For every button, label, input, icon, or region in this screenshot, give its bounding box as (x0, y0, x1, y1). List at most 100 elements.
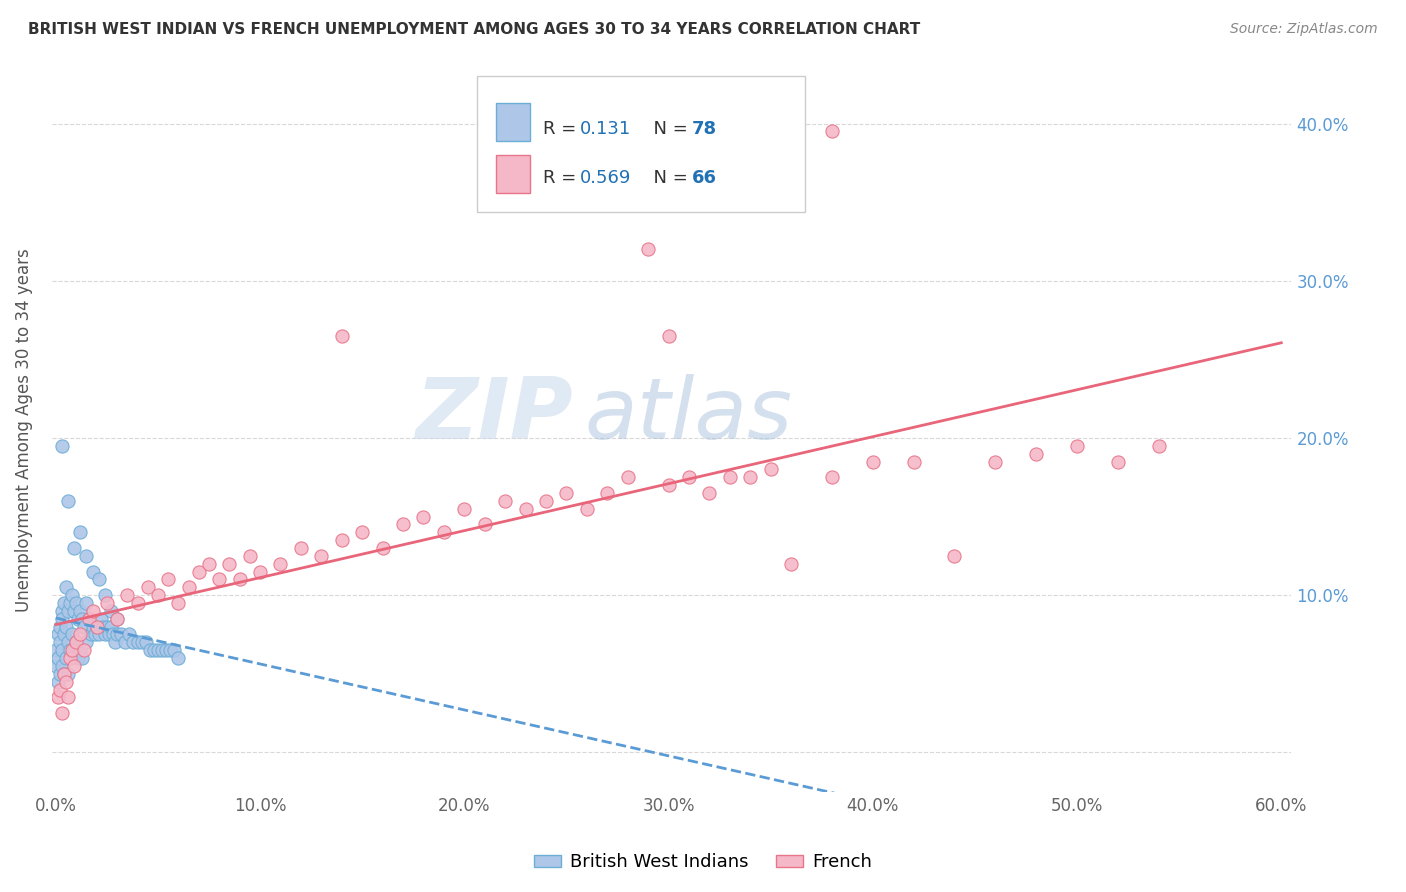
Point (412, 509, 434, 524)
Point (76, 635, 98, 649)
Point (657, 478, 679, 492)
Point (821, 124, 844, 138)
FancyBboxPatch shape (495, 155, 530, 193)
Point (51, 439, 73, 453)
Point (146, 643, 169, 657)
Point (51, 604, 73, 618)
Point (127, 635, 149, 649)
Point (97, 627, 120, 641)
Point (72, 612, 94, 626)
Point (122, 635, 145, 649)
Text: N =: N = (643, 120, 693, 138)
FancyBboxPatch shape (477, 76, 806, 211)
Point (94, 588, 117, 602)
Point (46, 690, 69, 705)
Point (49, 666, 72, 681)
Point (45, 659, 67, 673)
Point (114, 635, 136, 649)
Point (76, 549, 98, 563)
Point (96, 619, 118, 633)
Point (60, 643, 83, 657)
Point (72, 651, 94, 665)
Text: BRITISH WEST INDIAN VS FRENCH UNEMPLOYMENT AMONG AGES 30 TO 34 YEARS CORRELATION: BRITISH WEST INDIAN VS FRENCH UNEMPLOYME… (28, 22, 921, 37)
Point (135, 635, 157, 649)
Point (69, 627, 91, 641)
Point (90, 612, 112, 626)
Legend: British West Indians, French: British West Indians, French (527, 847, 879, 879)
Point (433, 525, 456, 540)
Point (51, 706, 73, 720)
Point (77, 612, 100, 626)
Point (596, 486, 619, 500)
Point (87, 627, 110, 641)
Text: R =: R = (543, 120, 588, 138)
Point (55, 619, 77, 633)
Point (63, 643, 86, 657)
Point (49, 619, 72, 633)
Point (474, 517, 496, 532)
Point (1107, 454, 1129, 468)
Point (67, 651, 90, 665)
Point (218, 557, 240, 571)
Point (239, 549, 262, 563)
Point (657, 328, 679, 343)
Point (56, 666, 79, 681)
Point (51, 659, 73, 673)
Point (157, 573, 180, 587)
Point (330, 533, 353, 548)
Point (159, 643, 181, 657)
Point (740, 470, 762, 484)
Point (780, 557, 803, 571)
Point (155, 643, 177, 657)
Point (51, 643, 73, 657)
Point (82, 565, 104, 579)
Point (46, 627, 69, 641)
Point (1066, 439, 1088, 453)
Point (86, 619, 108, 633)
Point (515, 501, 537, 516)
Point (65, 635, 87, 649)
Point (117, 588, 139, 602)
Point (575, 501, 598, 516)
Text: ZIP: ZIP (415, 374, 572, 457)
Point (131, 635, 153, 649)
Point (86, 619, 108, 633)
Point (453, 501, 475, 516)
Point (198, 557, 221, 571)
Point (59, 651, 82, 665)
Point (616, 470, 638, 484)
Point (105, 627, 128, 641)
Point (67, 612, 90, 626)
Point (69, 604, 91, 618)
Point (51, 612, 73, 626)
Point (228, 573, 250, 587)
Point (100, 619, 122, 633)
Point (91, 619, 114, 633)
Y-axis label: Unemployment Among Ages 30 to 34 years: Unemployment Among Ages 30 to 34 years (15, 248, 32, 612)
Point (96, 596, 118, 610)
Text: R =: R = (543, 169, 582, 187)
Point (46, 651, 69, 665)
Point (637, 243, 659, 257)
Point (269, 557, 291, 571)
Text: 0.131: 0.131 (579, 120, 631, 138)
Point (142, 643, 165, 657)
Point (699, 486, 721, 500)
Point (821, 470, 844, 484)
Point (127, 596, 149, 610)
Point (862, 454, 884, 468)
Point (100, 604, 122, 618)
Point (167, 596, 190, 610)
Point (87, 573, 110, 587)
Point (82, 604, 104, 618)
Point (984, 454, 1007, 468)
Point (903, 454, 925, 468)
Point (63, 541, 86, 555)
Point (49, 635, 72, 649)
Point (110, 627, 132, 641)
Point (53, 666, 76, 681)
Point (139, 643, 162, 657)
Point (118, 627, 141, 641)
Point (46, 674, 69, 689)
Point (79, 627, 101, 641)
